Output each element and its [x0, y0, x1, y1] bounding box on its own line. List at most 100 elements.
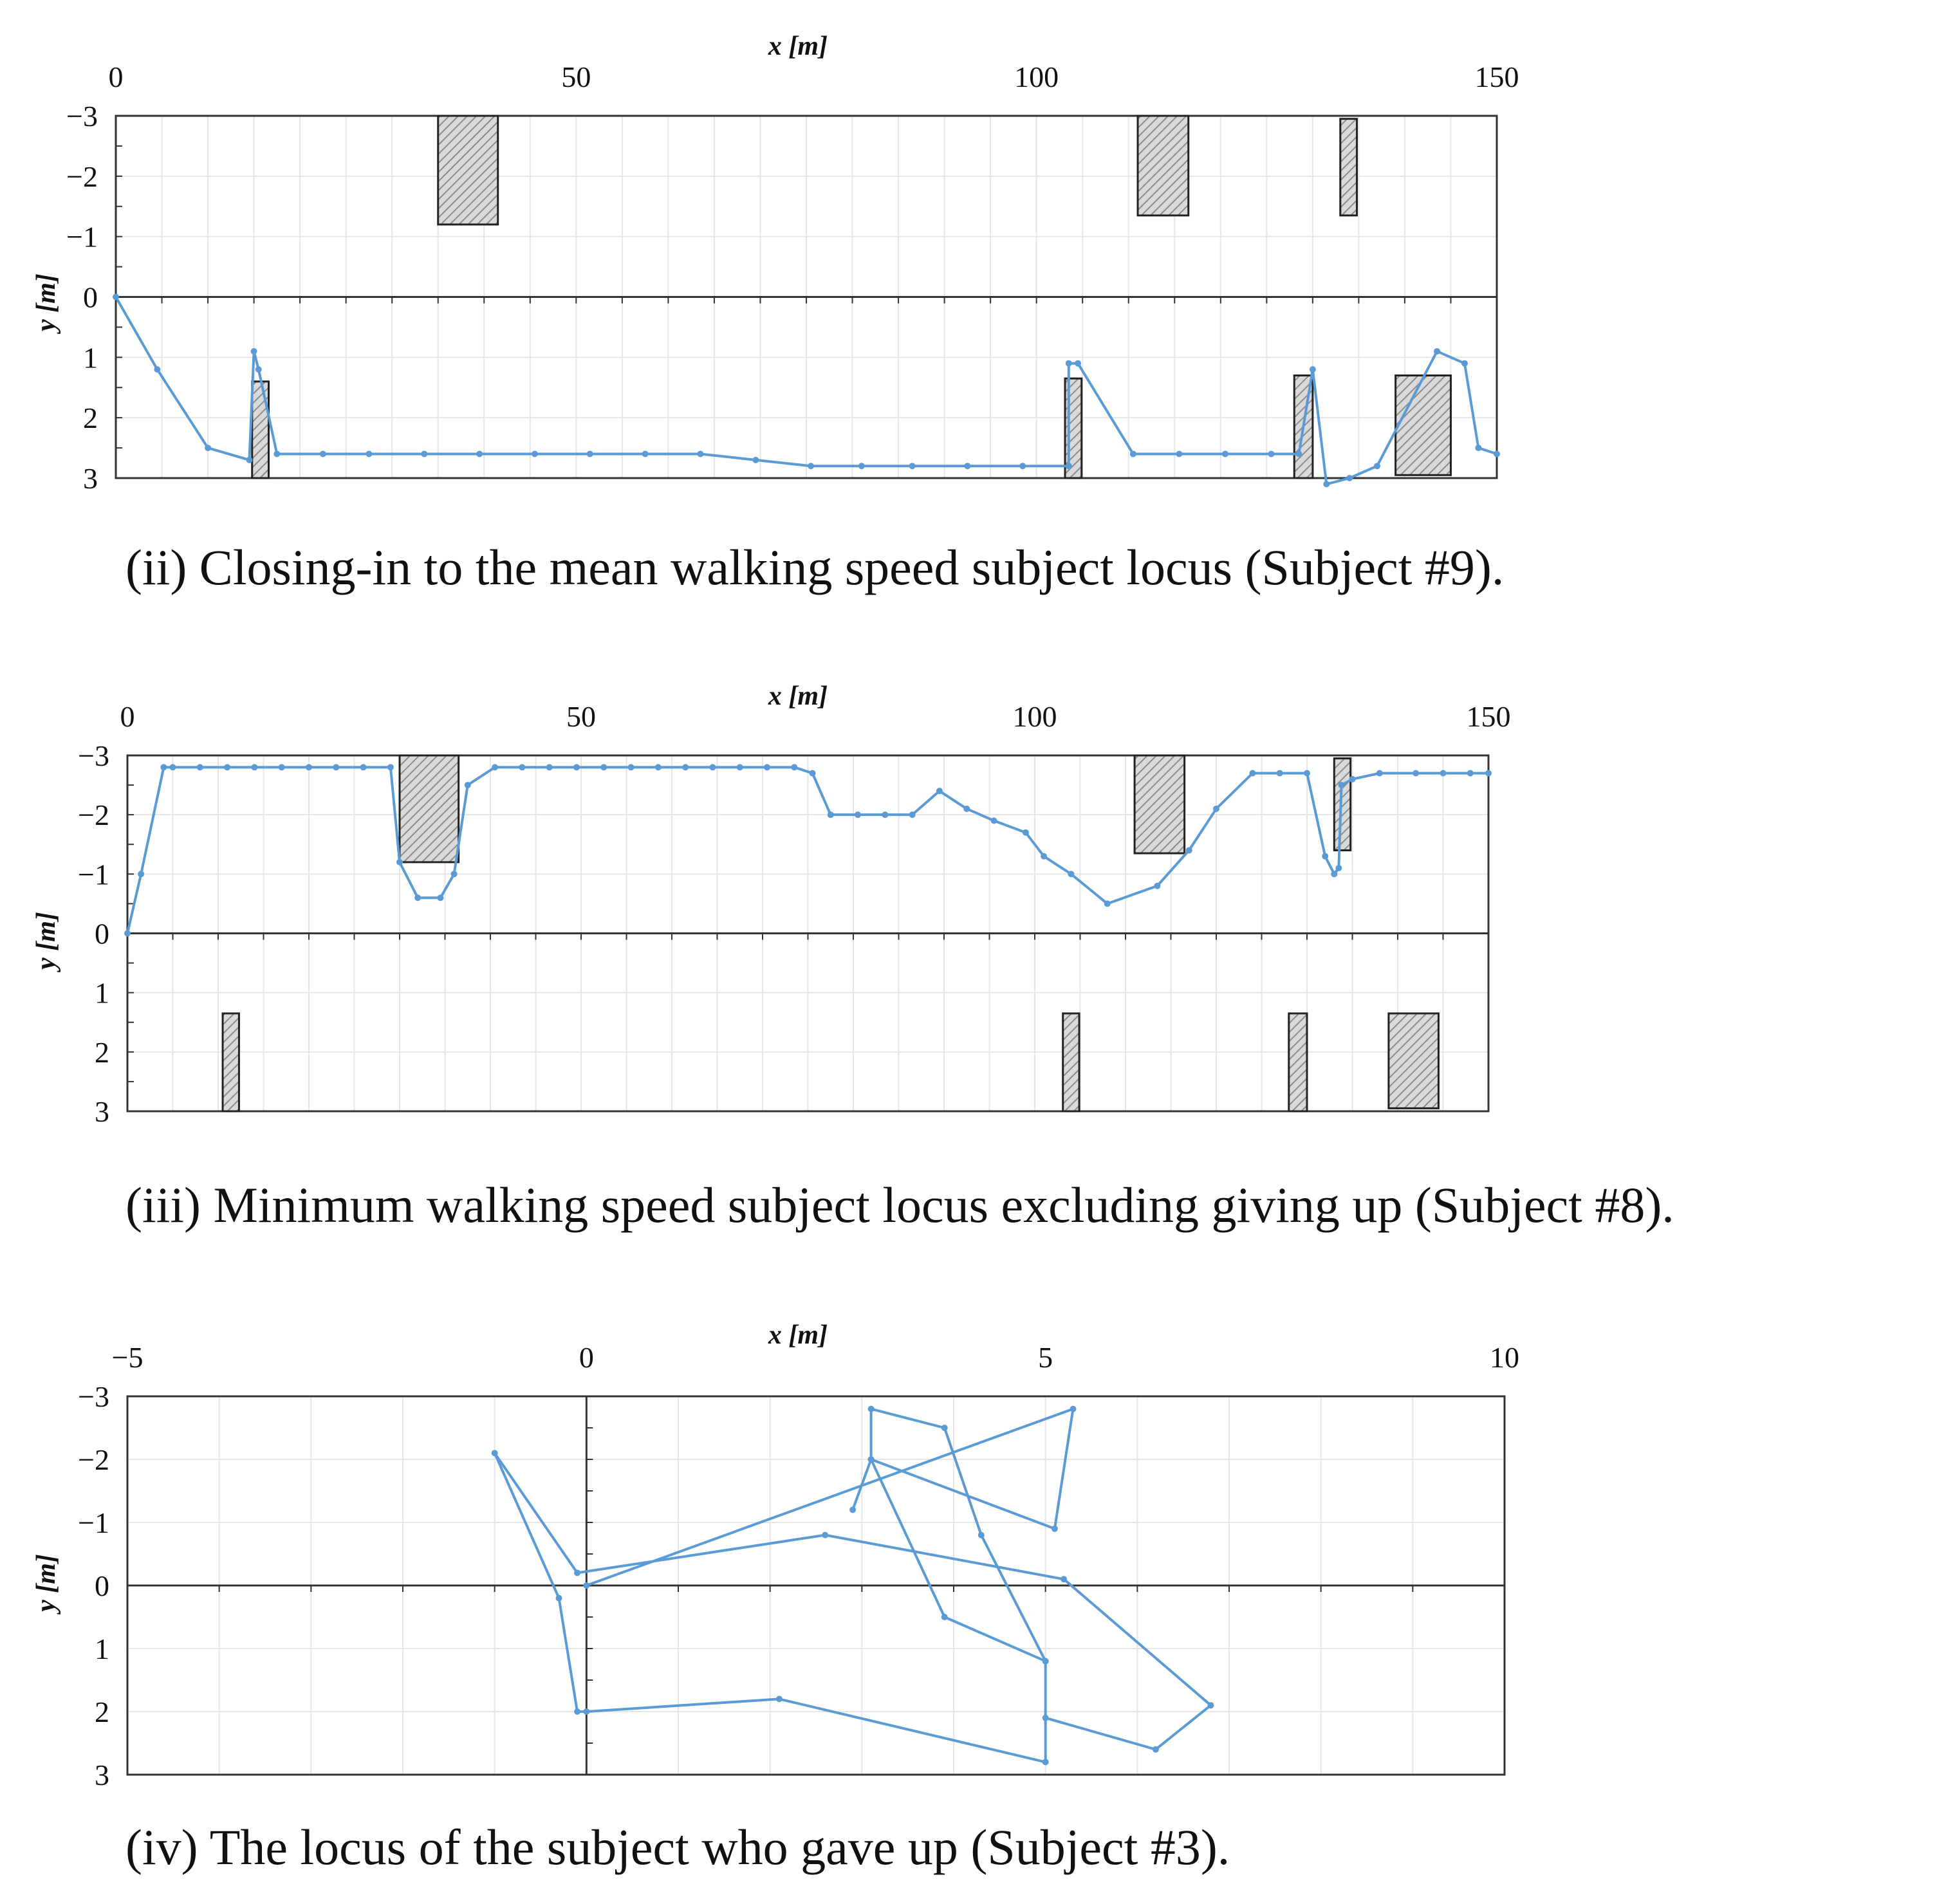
- data-point: [1019, 463, 1026, 470]
- y-tick-label: −3: [66, 100, 98, 133]
- y-tick-label: −1: [78, 858, 109, 891]
- data-point: [531, 450, 538, 458]
- data-point: [1068, 871, 1075, 878]
- x-axis-title: x [m]: [768, 1320, 828, 1350]
- data-point: [124, 930, 131, 937]
- y-tick-label: −3: [78, 1380, 109, 1413]
- data-point: [1065, 360, 1072, 367]
- data-point: [1154, 882, 1161, 889]
- data-point: [1221, 450, 1228, 458]
- data-point: [1349, 775, 1356, 782]
- chart-caption: (ii) Closing-in to the mean walking spee…: [125, 539, 1504, 595]
- data-point: [941, 1425, 948, 1431]
- data-point: [555, 1594, 562, 1602]
- data-point: [1331, 871, 1338, 878]
- data-point: [978, 1531, 985, 1539]
- data-point: [964, 463, 971, 470]
- data-point: [867, 1456, 875, 1463]
- data-point: [255, 366, 262, 373]
- y-tick-label: −2: [66, 160, 98, 193]
- data-point: [519, 764, 526, 771]
- data-point: [1061, 1576, 1068, 1583]
- data-point: [1042, 1759, 1049, 1766]
- data-point: [909, 811, 916, 818]
- data-point: [333, 764, 340, 771]
- data-point: [791, 764, 798, 771]
- data-point: [697, 450, 704, 458]
- data-point: [867, 1405, 875, 1412]
- y-tick-label: −3: [78, 739, 109, 772]
- x-tick-label: 50: [566, 700, 596, 733]
- y-tick-label: 0: [95, 1569, 109, 1602]
- data-point: [583, 1708, 590, 1715]
- x-tick-label: 100: [1013, 700, 1057, 733]
- data-point: [1304, 770, 1310, 777]
- chart-subject-9: x [m] y [m] (ii) Closing-in to the mean …: [32, 32, 1519, 595]
- x-tick-label: 0: [109, 60, 124, 93]
- obstacle-rect: [251, 380, 270, 479]
- obstacle-rect: [1333, 757, 1352, 851]
- data-point: [224, 764, 231, 771]
- data-point: [491, 1450, 498, 1457]
- data-point: [169, 764, 176, 771]
- data-point: [421, 450, 428, 458]
- data-point: [1440, 770, 1447, 777]
- data-point: [1467, 770, 1474, 777]
- data-point: [1322, 853, 1329, 860]
- obstacle-rect: [1133, 754, 1186, 855]
- data-point: [205, 445, 212, 452]
- data-point: [764, 764, 771, 771]
- data-point: [573, 764, 580, 771]
- data-point: [1494, 450, 1500, 458]
- chart-caption: (iii) Minimum walking speed subject locu…: [125, 1177, 1674, 1233]
- y-tick-label: 3: [95, 1759, 109, 1791]
- data-point: [1434, 347, 1441, 355]
- chart-subject-8: x [m] y [m] (iii) Minimum walking speed …: [32, 681, 1674, 1233]
- data-point: [1249, 770, 1256, 777]
- data-point: [278, 764, 285, 771]
- x-tick-label: 5: [1038, 1341, 1053, 1374]
- data-point: [855, 811, 862, 818]
- data-point: [822, 1531, 829, 1539]
- data-point: [709, 764, 716, 771]
- x-tick-label: 100: [1014, 60, 1059, 93]
- data-point: [414, 894, 422, 901]
- data-point: [909, 463, 916, 470]
- data-point: [627, 764, 635, 771]
- data-point: [154, 366, 161, 373]
- obstacle-rect: [1062, 1012, 1080, 1113]
- data-point: [752, 456, 759, 463]
- obstacle-rect: [1394, 374, 1452, 476]
- data-point: [1268, 450, 1275, 458]
- data-point: [936, 788, 943, 795]
- data-point: [1051, 1525, 1058, 1532]
- data-point: [583, 1582, 590, 1589]
- y-tick-label: −1: [66, 221, 98, 254]
- data-point: [492, 764, 499, 771]
- chart-subject-3: x [m] y [m] (iv) The locus of the subjec…: [32, 1320, 1519, 1875]
- x-tick-label: 0: [120, 700, 135, 733]
- data-point: [1323, 481, 1330, 488]
- y-tick-label: 3: [95, 1095, 109, 1128]
- data-point: [1376, 770, 1383, 777]
- obstacle-rect: [221, 1012, 240, 1113]
- data-point: [586, 450, 593, 458]
- data-point: [396, 858, 403, 865]
- data-point: [1335, 865, 1342, 872]
- data-point: [574, 1708, 581, 1715]
- y-tick-label: 1: [95, 1632, 109, 1665]
- data-point: [963, 805, 970, 812]
- data-point: [160, 764, 167, 771]
- x-tick-label: 10: [1490, 1341, 1519, 1374]
- data-point: [319, 450, 326, 458]
- data-point: [1070, 1405, 1077, 1412]
- series-line: [493, 1407, 1212, 1764]
- data-point: [1309, 366, 1316, 373]
- y-tick-label: 1: [83, 341, 98, 374]
- y-tick-label: −2: [78, 1443, 109, 1476]
- obstacle-rect: [398, 754, 460, 864]
- y-tick-label: 2: [95, 1036, 109, 1069]
- data-point: [450, 871, 458, 878]
- x-tick-label: 150: [1475, 60, 1519, 93]
